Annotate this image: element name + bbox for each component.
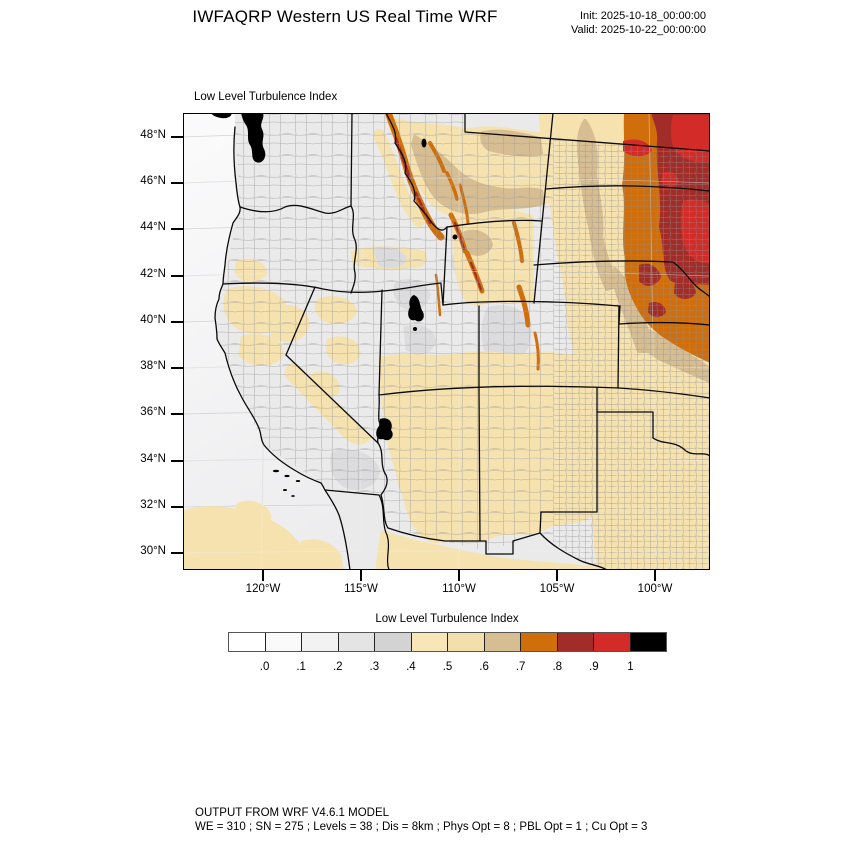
- flathead-lake: [421, 138, 427, 148]
- lat-tick: [171, 552, 183, 554]
- lon-tick-label: 120°W: [245, 583, 281, 595]
- footer-line1: OUTPUT FROM WRF V4.6.1 MODEL: [195, 807, 390, 819]
- colorbar-cell: [594, 633, 631, 651]
- colorbar-title: Low Level Turbulence Index: [375, 613, 519, 625]
- lat-tick-label: 34°N: [140, 453, 166, 465]
- lat-tick: [171, 275, 183, 277]
- channel-island: [272, 469, 280, 473]
- lat-tick-label: 42°N: [140, 268, 166, 280]
- valid-time: Valid: 2025-10-22_00:00:00: [571, 23, 706, 36]
- lat-tick-label: 36°N: [140, 406, 166, 418]
- colorbar-tick-label: .1: [296, 661, 306, 673]
- lat-tick: [171, 367, 183, 369]
- map-frame: [183, 113, 710, 570]
- map-canvas: [180, 110, 713, 573]
- channel-island: [295, 480, 301, 482]
- colorbar-tick-label: .7: [515, 661, 526, 673]
- pacific-coastline: [214, 126, 351, 571]
- colorbar-tick-label: .4: [406, 661, 416, 673]
- canada-border: [464, 112, 711, 152]
- state-borders: [214, 112, 711, 571]
- lat-tick: [171, 228, 183, 230]
- colorado-river-delta: [378, 494, 390, 571]
- colorbar-tick-label: .3: [369, 661, 380, 673]
- lon-tick: [360, 570, 362, 581]
- lon-tick-label: 110°W: [442, 583, 476, 595]
- vancouver-island-tip: [211, 113, 232, 119]
- lat-tick: [171, 460, 183, 462]
- colorbar-tick-label: .2: [332, 661, 343, 673]
- lat-tick-label: 48°N: [140, 129, 166, 141]
- channel-island: [283, 489, 287, 491]
- yellowstone-lake: [452, 234, 458, 240]
- lat-tick-label: 30°N: [140, 545, 166, 557]
- colorbar-tick-label: .9: [589, 661, 599, 673]
- lon-tick-label: 115°W: [344, 583, 378, 595]
- colorbar-cell: [448, 633, 485, 651]
- map-panel: [180, 110, 713, 573]
- lon-tick: [654, 570, 656, 581]
- colorbar-cell: [375, 633, 412, 651]
- lat-tick: [171, 413, 183, 415]
- channel-island: [284, 474, 290, 478]
- colorbar-cell: [229, 633, 266, 651]
- map-field-label: Low Level Turbulence Index: [194, 91, 338, 103]
- colorbar-tick-label: .0: [259, 661, 270, 673]
- lon-tick-label: 100°W: [637, 583, 673, 595]
- lat-tick-label: 46°N: [140, 175, 166, 187]
- colorbar-cell: [338, 633, 375, 651]
- colorbar-tick-label: 1: [627, 661, 634, 673]
- lat-tick: [171, 506, 183, 508]
- init-time: Init: 2025-10-18_00:00:00: [580, 10, 706, 22]
- lon-tick-label: 105°W: [539, 583, 575, 595]
- colorbar-cell: [557, 633, 594, 651]
- colorbar-cell: [521, 633, 558, 651]
- lon-tick: [458, 570, 460, 581]
- channel-island: [291, 495, 295, 497]
- colorbar-cell: [630, 633, 666, 651]
- colorbar-tick-label: .6: [479, 661, 489, 673]
- lat-tick: [171, 321, 183, 323]
- colorbar-cell: [484, 633, 521, 651]
- footer-line2: WE = 310 ; SN = 275 ; Levels = 38 ; Dis …: [195, 821, 648, 833]
- puget-sound: [241, 113, 266, 163]
- lat-tick: [171, 136, 183, 138]
- page-title: IWFAQRP Western US Real Time WRF: [192, 7, 498, 26]
- lat-tick-label: 32°N: [140, 499, 166, 511]
- colorbar-cell: [302, 633, 339, 651]
- colorbar-cell: [265, 633, 302, 651]
- colorbar: [228, 632, 667, 652]
- lat-tick-label: 38°N: [140, 360, 166, 372]
- colorbar-cell: [411, 633, 448, 651]
- great-salt-lake: [408, 295, 424, 322]
- colorbar-tick-label: .8: [552, 661, 563, 673]
- lat-tick: [171, 182, 183, 184]
- lat-tick-label: 44°N: [140, 221, 166, 233]
- lon-tick: [262, 570, 264, 581]
- water-bodies: [211, 113, 458, 497]
- lon-tick: [556, 570, 558, 581]
- lat-tick-label: 40°N: [140, 314, 166, 326]
- utah-lake: [413, 327, 417, 331]
- colorbar-tick-label: .5: [442, 661, 453, 673]
- footer-text: OUTPUT FROM WRF V4.6.1 MODEL WE = 310 ; …: [195, 806, 647, 834]
- model-times: Init: 2025-10-18_00:00:00 Valid: 2025-10…: [571, 10, 706, 37]
